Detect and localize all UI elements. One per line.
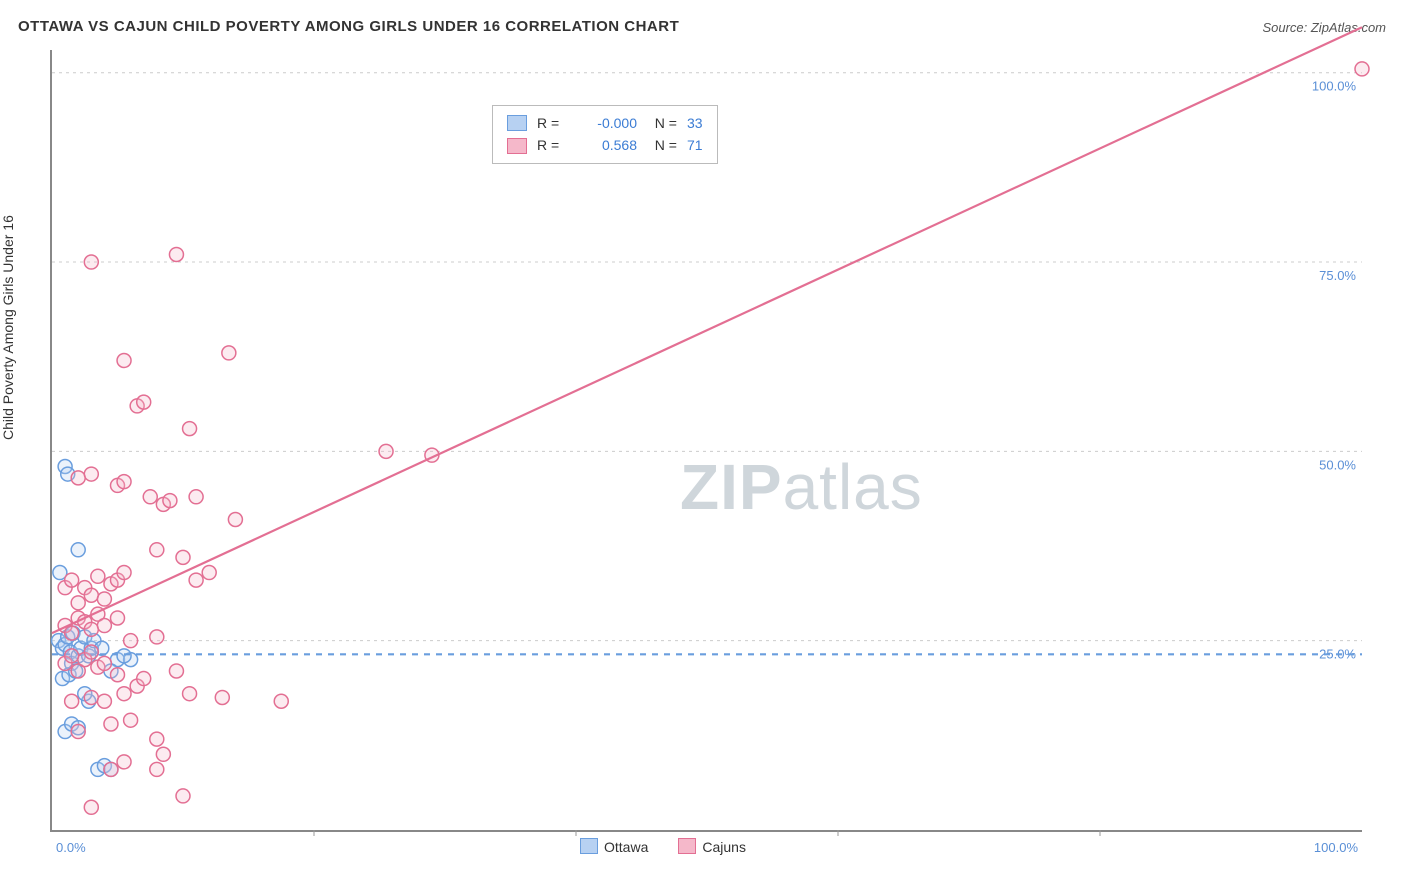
legend-r-value-cajuns: 0.568 bbox=[577, 134, 637, 156]
legend-item: Cajuns bbox=[678, 838, 746, 855]
legend-swatch-ottawa bbox=[507, 115, 527, 131]
legend-row-cajuns: R = 0.568 N = 71 bbox=[507, 134, 703, 156]
legend-n-label: N = bbox=[647, 134, 677, 156]
legend-n-value-ottawa: 33 bbox=[687, 112, 703, 134]
legend-r-label: R = bbox=[537, 112, 567, 134]
legend-n-value-cajuns: 71 bbox=[687, 134, 703, 156]
legend-row-ottawa: R = -0.000 N = 33 bbox=[507, 112, 703, 134]
y-axis-label: Child Poverty Among Girls Under 16 bbox=[0, 215, 16, 440]
correlation-legend: R = -0.000 N = 33 R = 0.568 N = 71 bbox=[492, 105, 718, 164]
legend-r-label: R = bbox=[537, 134, 567, 156]
svg-text:100.0%: 100.0% bbox=[1312, 79, 1357, 94]
legend-item: Ottawa bbox=[580, 838, 648, 855]
legend-swatch-cajuns bbox=[507, 138, 527, 154]
chart-title: OTTAWA VS CAJUN CHILD POVERTY AMONG GIRL… bbox=[18, 18, 679, 35]
chart-svg: 25.0%50.0%75.0%100.0%0.0%100.0% bbox=[52, 50, 1362, 830]
svg-text:50.0%: 50.0% bbox=[1319, 457, 1356, 472]
legend-r-value-ottawa: -0.000 bbox=[577, 112, 637, 134]
source-attribution: Source: ZipAtlas.com bbox=[1262, 20, 1386, 35]
legend-n-label: N = bbox=[647, 112, 677, 134]
svg-text:75.0%: 75.0% bbox=[1319, 268, 1356, 283]
plot-area: 25.0%50.0%75.0%100.0%0.0%100.0% R = -0.0… bbox=[50, 50, 1362, 832]
svg-text:0.0%: 0.0% bbox=[56, 840, 86, 855]
svg-text:100.0%: 100.0% bbox=[1314, 840, 1359, 855]
series-legend: Ottawa Cajuns bbox=[580, 838, 746, 855]
